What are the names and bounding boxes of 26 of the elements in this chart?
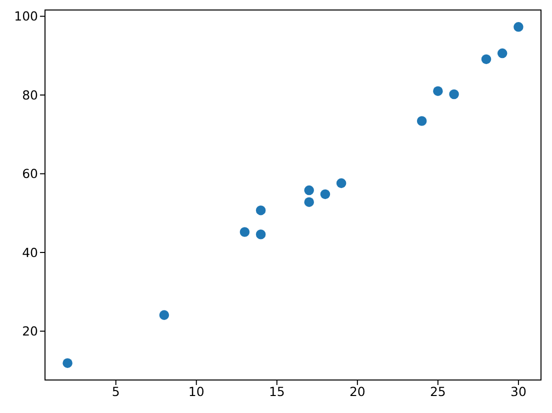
point — [62, 358, 72, 368]
y-tick-label: 40 — [22, 244, 38, 260]
y-tick-label: 60 — [22, 166, 38, 182]
point — [304, 197, 314, 207]
x-tick-label: 20 — [349, 384, 366, 399]
point — [514, 22, 524, 32]
point — [336, 178, 346, 188]
point — [304, 185, 314, 196]
point — [320, 189, 330, 200]
point — [449, 89, 459, 100]
point — [481, 54, 492, 64]
x-tick-label: 10 — [188, 384, 204, 399]
y-tick-label: 20 — [22, 324, 38, 339]
point — [256, 205, 266, 216]
y-tick-label: 100 — [14, 8, 38, 24]
x-tick-label: 25 — [430, 384, 446, 399]
point — [240, 227, 250, 237]
point — [433, 86, 443, 96]
point — [416, 116, 427, 126]
x-tick-label: 5 — [112, 384, 120, 399]
x-tick-label: 30 — [510, 384, 526, 399]
y-tick-label: 80 — [22, 87, 38, 102]
point — [256, 229, 266, 240]
x-tick-label: 15 — [268, 384, 285, 399]
point — [159, 310, 170, 320]
point — [497, 48, 508, 58]
